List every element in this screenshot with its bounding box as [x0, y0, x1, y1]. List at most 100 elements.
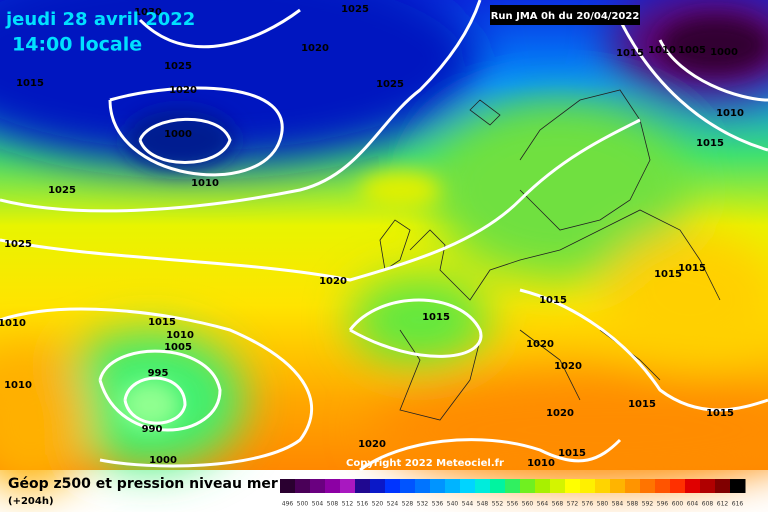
run-box: [490, 5, 640, 25]
isobar-label: 1030: [134, 7, 162, 18]
scale-label: 552: [492, 501, 504, 508]
isobar-lines: [0, 0, 768, 470]
isobar-label: 1005: [678, 45, 706, 56]
isobar-label: 1010: [716, 108, 744, 119]
map: 1030 1025 1020 1025 1020 1015 1025 1000 1010 1025…: [0, 0, 768, 490]
scale-label: 592: [642, 501, 654, 508]
isobar-label: 990: [142, 424, 163, 435]
isobar-label: 1010: [527, 458, 555, 469]
isobar-label: 1015: [539, 295, 567, 306]
scale-label: 532: [417, 501, 429, 508]
scale-label: 556: [507, 501, 519, 508]
isobar-labels: 1030 1025 1020 1025 1020 1015 1025 1000 1010 1025…: [0, 4, 744, 469]
isobar-label: 1020: [301, 43, 329, 54]
isobar-label: 1020: [319, 276, 347, 287]
scale-swatch: [490, 479, 506, 493]
scale-label: 604: [687, 501, 699, 508]
coastlines: [379, 89, 721, 421]
scale-label: 580: [597, 501, 609, 508]
copyright: Copyright 2022 Meteociel.fr: [346, 458, 504, 469]
isobar-label: 1015: [706, 408, 734, 419]
isobar-label: 1015: [654, 269, 682, 280]
scale-label: 596: [657, 501, 669, 508]
scale-label: 584: [612, 501, 624, 508]
scale-swatch: [535, 479, 551, 493]
run-label: Run JMA 0h du 20/04/2022: [491, 11, 640, 22]
isobar-label: 1010: [166, 330, 194, 341]
isobar-label: 1015: [616, 48, 644, 59]
scale-swatch: [280, 479, 296, 493]
scale-label: 548: [477, 501, 489, 508]
scale-swatch: [460, 479, 476, 493]
scale-label: 496: [282, 501, 294, 508]
scale-label: 588: [627, 501, 639, 508]
isobar-label: 995: [148, 368, 169, 379]
isobar-label: 1015: [16, 78, 44, 89]
isobar-label: 1000: [164, 129, 192, 140]
scale-swatch: [400, 479, 416, 493]
scale-label: 576: [582, 501, 594, 508]
scale-swatch: [655, 479, 671, 493]
isobar-label: 1010: [648, 45, 676, 56]
scale-label: 540: [447, 501, 459, 508]
isobar-label: 1010: [4, 380, 32, 391]
scale-label: 536: [432, 501, 444, 508]
scale-label: 524: [387, 501, 399, 508]
isobar-label: 1020: [546, 408, 574, 419]
scale-label: 560: [522, 501, 534, 508]
scale-swatch: [355, 479, 371, 493]
scale-swatch: [385, 479, 401, 493]
scale-label: 616: [732, 501, 744, 508]
scale-label: 516: [357, 501, 369, 508]
scale-swatch: [445, 479, 461, 493]
isobar-label: 1000: [710, 47, 738, 58]
scale-label: 504: [312, 501, 324, 508]
scale-swatch: [685, 479, 701, 493]
scale-swatch: [505, 479, 521, 493]
scale-label: 528: [402, 501, 414, 508]
isobar-label: 1010: [0, 318, 26, 329]
scale-label: 512: [342, 501, 354, 508]
isobar-label: 1025: [164, 61, 192, 72]
scale-swatch: [340, 479, 356, 493]
scale-label: 508: [327, 501, 339, 508]
isobar-label: 1010: [191, 178, 219, 189]
scale-swatch: [640, 479, 656, 493]
isobar-label: 1015: [422, 312, 450, 323]
date-label: jeudi 28 avril 2022: [5, 9, 195, 30]
scale-label: 568: [552, 501, 564, 508]
isobar-label: 1015: [696, 138, 724, 149]
scale-label: 572: [567, 501, 579, 508]
scale-swatch: [310, 479, 326, 493]
scale-swatch: [475, 479, 491, 493]
scale-swatch: [730, 479, 746, 493]
color-scale: 496 500 504 508 512 516 520 524 528 532 536 540 544 5…: [280, 479, 746, 508]
isobar-label: 1020: [554, 361, 582, 372]
isobar-label: 1000: [149, 455, 177, 466]
scale-swatch: [370, 479, 386, 493]
scale-swatch: [565, 479, 581, 493]
isobar-label: 1015: [628, 399, 656, 410]
scale-swatch: [580, 479, 596, 493]
scale-label: 500: [297, 501, 309, 508]
scale-swatch: [715, 479, 731, 493]
scale-swatch: [700, 479, 716, 493]
footer-title: Géop z500 et pression niveau mer: [8, 476, 278, 492]
isobar-label: 1015: [148, 317, 176, 328]
scale-label: 608: [702, 501, 714, 508]
isobar-label: 1005: [164, 342, 192, 353]
scale-swatch: [295, 479, 311, 493]
scale-swatch: [415, 479, 431, 493]
isobar-label: 1025: [376, 79, 404, 90]
isobar-label: 1020: [526, 339, 554, 350]
scale-swatch: [430, 479, 446, 493]
isobar-label: 1025: [4, 239, 32, 250]
isobar-label: 1020: [169, 85, 197, 96]
scale-swatch: [595, 479, 611, 493]
isobar-label: 1015: [678, 263, 706, 274]
scale-swatch: [670, 479, 686, 493]
scale-label: 600: [672, 501, 684, 508]
time-label: 14:00 locale: [12, 34, 142, 56]
scale-swatch: [610, 479, 626, 493]
isobar-label: 1020: [358, 439, 386, 450]
